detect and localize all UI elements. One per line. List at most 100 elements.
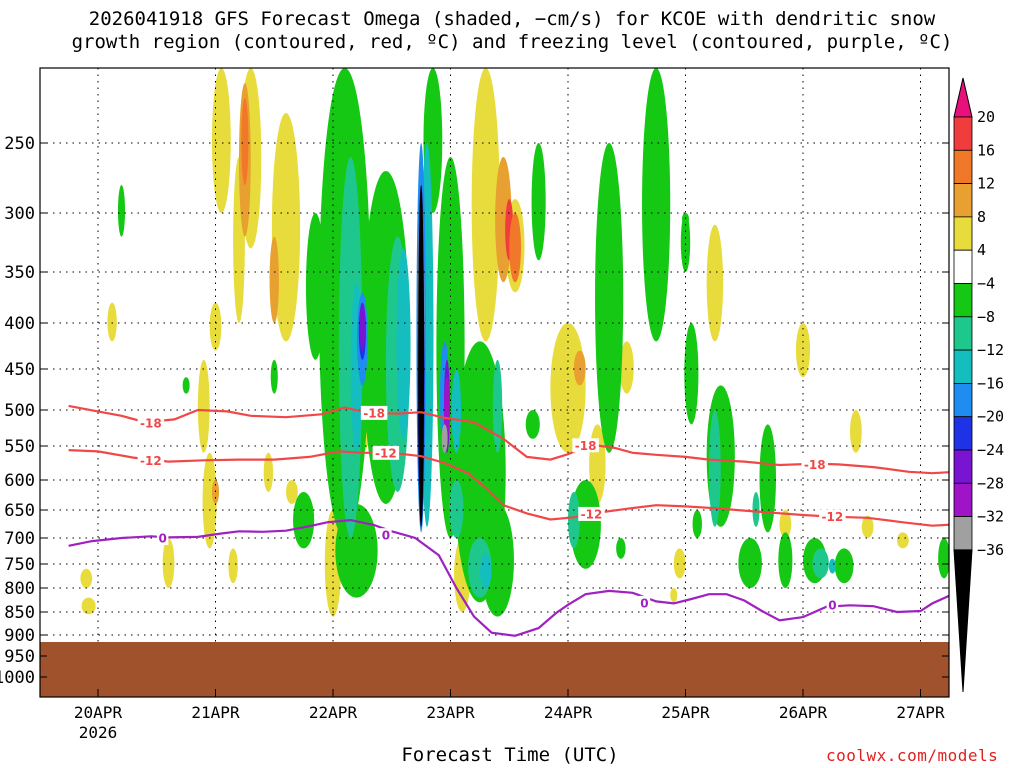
omega-cell-teal-79 [812,548,829,579]
omega-cell-green-62 [759,424,776,533]
omega-cell-yellow-0 [211,68,231,213]
omega-cell-yellow-18 [619,341,634,394]
omega-cell-yellow-6 [202,452,217,549]
omega-cell-yellow-20 [706,224,724,342]
omega-cell-green-55 [270,359,278,394]
colorbar-label-3: 8 [977,208,986,226]
omega-cell-green-72 [182,377,190,394]
contour-label-bg-0C-3 [826,597,839,612]
colorbar-swatch-5 [953,249,973,284]
colorbar-label-13: −36 [977,541,1004,559]
omega-colorbar: 20 16 12 8 4 −4 −8 −12 −16 −20 −24 −28 −32 −36 [953,77,1004,693]
omega-cell-yellow-24 [80,568,93,589]
x-tick-label-26APR: 26APR [779,703,828,722]
contour-label--12C-3: -12 [822,510,844,524]
omega-cell-purple-95 [443,377,450,439]
omega-cell-yellow-7 [228,548,238,584]
colorbar-swatch-8 [953,349,973,384]
y-tick-label-900: 900 [4,626,35,646]
contour-label-0C-3: 0 [828,598,836,612]
omega-cell-green-46 [335,504,378,598]
chart-title-line-1: 2026041918 GFS Forecast Omega (shaded, −… [88,8,936,30]
plot-frame [39,67,950,698]
x-tick-label-23APR: 23APR [426,703,475,722]
x-tick-label-21APR: 21APR [191,703,240,722]
omega-cell-green-58 [642,68,671,342]
y-tick-label-750: 750 [4,555,35,575]
x-tick-sublabel-year: 2026 [79,723,118,742]
omega-cell-green-44 [305,213,325,360]
omega-cell-teal-76 [449,480,464,538]
omega-cell-yellow-25 [861,515,874,538]
contour-label-0C-1: 0 [382,529,390,543]
y-tick-label-1000: 1000 [0,668,35,688]
colorbar-swatch-11 [953,449,973,484]
omega-cell-green-70 [692,510,702,538]
contour-label-0C-0: 0 [158,532,166,546]
omega-cell-yellow-23 [795,323,811,378]
omega-shading [80,68,949,617]
omega-cell-green-59 [684,323,699,425]
omega-cell-green-53 [531,143,546,261]
omega-cell-green-67 [938,538,949,579]
omega-cell-yellow-4 [107,302,117,342]
omega-cell-black-98 [418,185,425,527]
contour-label-0C-2: 0 [640,596,648,610]
colorbar-label-2: 12 [977,175,995,193]
omega-cell-yellow-10 [263,452,274,492]
omega-cell-yellow-5 [81,597,96,615]
colorbar-swatch-3 [953,183,973,218]
colorbar-label-7: −12 [977,341,1004,359]
x-tick-label-27APR: 27APR [896,703,945,722]
contour-label-bg-0C-0 [156,531,169,545]
colorbar-label-6: −8 [977,308,995,326]
colorbar-swatch-6 [953,283,973,318]
omega-cell-orange-41 [509,213,521,283]
y-tick-label-300: 300 [4,204,35,224]
y-tick-label-550: 550 [4,437,35,457]
omega-cell-yellow-21 [779,510,792,538]
omega-cell-gold-38 [269,236,279,323]
colorbar-top-arrow [953,77,973,118]
y-tick-label-850: 850 [4,603,35,623]
colorbar-swatch-2 [953,149,973,185]
y-tick-label-250: 250 [4,134,35,154]
contour-label-bg--18C-1 [360,405,388,420]
contour-label--18C-2: -18 [575,439,597,453]
contour-label-bg--12C-0 [137,453,165,468]
colorbar-label-8: −16 [977,374,1004,392]
x-tick-label-25APR: 25APR [661,703,710,722]
credit-link[interactable]: coolwx.com/models [826,746,999,765]
omega-cell-gray-97 [441,424,448,453]
colorbar-swatch-10 [953,416,973,451]
omega-cell-yellow-9 [286,480,298,504]
omega-cell-green-57 [595,143,624,453]
omega-cell-teal-78 [568,492,580,549]
y-tick-label-950: 950 [4,647,35,667]
contour-label-bg--18C-3 [801,457,828,472]
y-tick-label-400: 400 [4,314,35,334]
omega-cell-gold-37 [573,350,586,386]
contour-label--18C-0: -18 [140,416,162,430]
contour-label--12C-1: -12 [375,446,397,460]
chart-title-line-2: growth region (contoured, red, ºC) and f… [71,31,953,53]
colorbar-swatch-4 [953,216,973,251]
colorbar-bottom-arrow [953,549,973,693]
omega-cell-yellow-28 [897,532,909,549]
omega-cell-green-65 [834,548,854,584]
omega-cell-teal-81 [752,492,760,527]
colorbar-label-11: −28 [977,474,1004,492]
contour-label--18C-1: -18 [363,406,385,420]
x-tick-label-20APR: 20APR [74,703,123,722]
colorbar-label-1: 16 [977,141,995,159]
colorbar-label-4: 4 [977,241,986,259]
colorbar-label-0: 20 [977,108,995,126]
colorbar-swatch-7 [953,316,973,351]
colorbar-label-10: −24 [977,441,1004,459]
omega-cell-yellow-3 [209,302,222,351]
contour-label-bg-0C-1 [380,528,392,543]
omega-cell-cyan-84 [479,553,492,588]
contour-label-bg--18C-2 [572,438,599,453]
gridlines [40,68,949,697]
